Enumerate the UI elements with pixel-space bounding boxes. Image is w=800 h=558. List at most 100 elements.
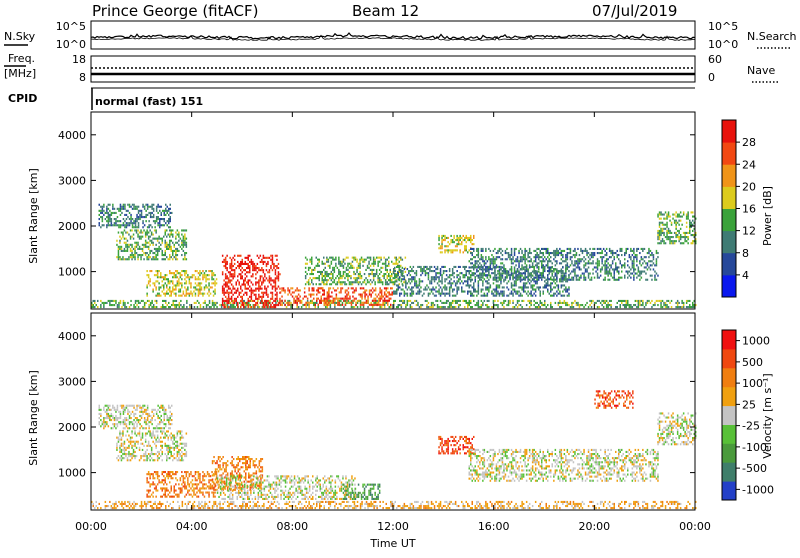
power-echo-cell	[508, 295, 510, 297]
power-echo-cell	[151, 234, 153, 236]
power-echo-cell	[594, 252, 596, 254]
power-echo-cell	[432, 276, 434, 278]
power-echo-cell	[123, 300, 125, 302]
power-echo-cell	[330, 300, 332, 302]
power-echo-cell	[94, 306, 96, 308]
power-echo-cell	[341, 281, 343, 283]
power-echo-cell	[180, 289, 182, 291]
velocity-echo-cell	[118, 501, 120, 503]
power-echo-cell	[379, 273, 381, 275]
power-echo-cell	[614, 279, 616, 281]
power-echo-cell	[349, 271, 351, 273]
power-echo-cell	[359, 275, 361, 277]
power-echo-cell	[482, 277, 484, 279]
power-echo-cell	[469, 237, 471, 239]
power-echo-cell	[405, 306, 407, 308]
power-echo-cell	[529, 275, 531, 277]
power-echo-cell	[260, 286, 262, 288]
power-echo-cell	[370, 279, 372, 281]
power-echo-cell	[660, 222, 662, 224]
power-echo-cell	[393, 302, 395, 304]
power-echo-cell	[245, 284, 247, 286]
power-echo-cell	[367, 265, 369, 267]
power-echo-cell	[123, 224, 125, 226]
power-echo-layer	[91, 204, 697, 308]
power-echo-cell	[443, 302, 445, 304]
power-echo-cell	[509, 258, 511, 260]
power-echo-cell	[620, 300, 622, 302]
power-echo-cell	[327, 306, 329, 308]
power-echo-cell	[228, 306, 230, 308]
power-echo-cell	[127, 244, 129, 246]
power-echo-cell	[150, 224, 152, 226]
power-echo-cell	[148, 236, 150, 238]
power-echo-cell	[165, 240, 167, 242]
power-echo-cell	[263, 304, 265, 306]
power-echo-cell	[482, 250, 484, 252]
power-echo-cell	[249, 265, 251, 267]
velocity-echo-cell	[207, 507, 209, 509]
power-echo-cell	[174, 306, 176, 308]
power-echo-cell	[675, 220, 677, 222]
power-echo-cell	[582, 258, 584, 260]
power-echo-cell	[118, 258, 120, 260]
power-echo-cell	[225, 261, 227, 263]
power-echo-cell	[538, 248, 540, 250]
power-echo-cell	[481, 295, 483, 297]
power-echo-cell	[314, 269, 316, 271]
power-echo-cell	[391, 281, 393, 283]
power-echo-cell	[390, 269, 392, 271]
velocity-echo-cell	[114, 505, 116, 507]
power-echo-cell	[316, 300, 318, 302]
power-echo-cell	[222, 288, 224, 290]
power-echo-cell	[526, 270, 528, 272]
power-echo-cell	[223, 265, 225, 267]
power-echo-cell	[541, 248, 543, 250]
power-echo-cell	[372, 287, 374, 289]
power-echo-cell	[443, 266, 445, 268]
power-echo-cell	[533, 280, 535, 282]
power-echo-cell	[437, 306, 439, 308]
power-echo-cell	[257, 298, 259, 300]
power-echo-cell	[159, 220, 161, 222]
power-echo-cell	[550, 291, 552, 293]
power-echo-cell	[518, 304, 520, 306]
power-echo-cell	[124, 224, 126, 226]
power-echo-cell	[165, 242, 167, 244]
power-echo-cell	[184, 244, 186, 246]
power-echo-cell	[665, 242, 667, 244]
power-echo-cell	[441, 247, 443, 249]
power-echo-cell	[565, 256, 567, 258]
power-echo-cell	[668, 228, 670, 230]
power-echo-cell	[675, 224, 677, 226]
power-echo-cell	[540, 256, 542, 258]
power-echo-cell	[278, 279, 280, 281]
power-echo-cell	[148, 206, 150, 208]
power-echo-cell	[150, 304, 152, 306]
power-echo-cell	[165, 246, 167, 248]
power-echo-cell	[204, 286, 206, 288]
power-echo-cell	[334, 279, 336, 281]
power-echo-cell	[493, 289, 495, 291]
power-echo-cell	[184, 272, 186, 274]
power-echo-cell	[128, 258, 130, 260]
power-echo-cell	[659, 232, 661, 234]
power-echo-cell	[606, 266, 608, 268]
power-echo-cell	[158, 295, 160, 297]
power-echo-cell	[656, 262, 658, 264]
power-echo-cell	[231, 265, 233, 267]
velocity-echo-cell	[115, 501, 117, 503]
power-echo-cell	[404, 276, 406, 278]
power-echo-cell	[287, 302, 289, 304]
power-echo-cell	[576, 252, 578, 254]
power-echo-cell	[264, 304, 266, 306]
power-echo-cell	[133, 248, 135, 250]
velocity-echo-cell	[254, 503, 256, 505]
power-echo-cell	[632, 262, 634, 264]
power-echo-cell	[205, 274, 207, 276]
power-echo-cell	[324, 304, 326, 306]
power-echo-cell	[496, 293, 498, 295]
power-echo-cell	[570, 258, 572, 260]
cpid-mode: normal (fast) 151	[95, 95, 203, 108]
power-echo-cell	[555, 286, 557, 288]
